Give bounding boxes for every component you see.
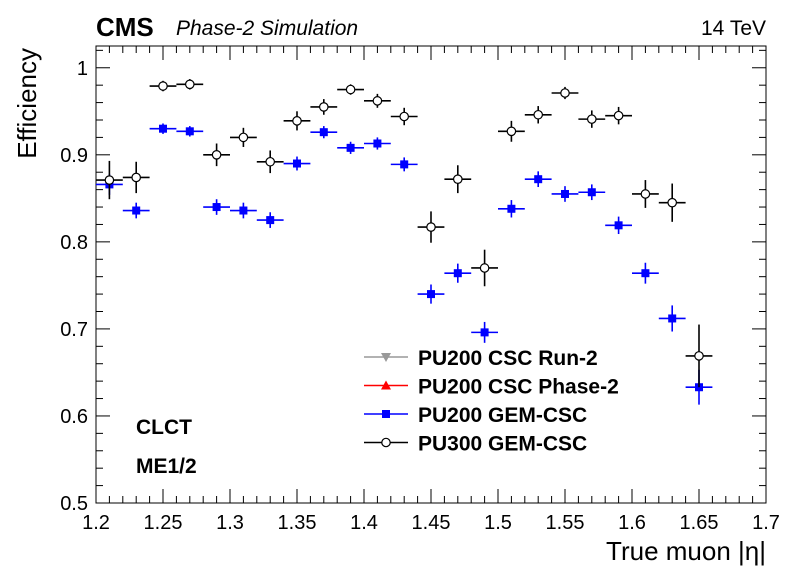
data-point [399,111,409,122]
y-tick-label: 0.7 [60,319,88,341]
x-tick-label: 1.65 [680,512,719,534]
x-tick-label: 1.4 [350,512,378,534]
x-tick-label: 1.5 [484,512,512,534]
data-point [239,206,248,215]
x-tick-label: 1.6 [618,512,646,534]
data-point [640,189,651,199]
legend-entry: PU200 CSC Run-2 [418,347,598,370]
data-point [694,351,704,361]
data-point [453,269,462,278]
data-point [211,150,222,160]
data-point [346,143,355,152]
data-point [534,175,543,184]
y-axis-title: Efficiency [12,48,42,159]
data-point [131,172,141,183]
legend-marker [382,410,390,418]
energy-label: 14 TeV [701,17,766,40]
data-point [266,216,275,225]
x-tick-label: 1.55 [546,512,585,534]
data-point [614,221,623,230]
y-tick-label: 1 [77,58,88,80]
x-axis-title: True muon |η| [606,536,766,566]
data-point [185,127,194,136]
data-point [426,222,436,232]
data-points [96,79,713,405]
data-point [507,204,516,213]
annotation-station: ME1/2 [136,455,197,478]
data-point [452,174,463,184]
data-point [212,203,221,212]
data-point [506,126,517,137]
data-point [158,81,168,91]
x-tick-label: 1.7 [752,512,780,534]
x-tick-label: 1.35 [278,512,317,534]
legend-entry: PU300 GEM-CSC [418,433,587,456]
y-tick-label: 0.6 [60,406,88,428]
legend-marker [381,437,391,448]
data-point [533,109,543,120]
x-tick-label: 1.45 [412,512,451,534]
data-point [480,328,489,337]
legend-entry: PU200 CSC Phase-2 [418,376,619,399]
data-point [318,102,329,112]
data-point [479,263,490,273]
data-point [373,139,382,148]
data-point [560,88,570,98]
data-point [293,159,301,168]
y-tick-label: 0.5 [60,493,88,515]
data-point [265,156,275,167]
x-tick-label: 1.25 [144,512,183,534]
data-point [587,188,596,197]
data-point [159,124,167,133]
experiment-label: CMS [96,12,154,42]
data-point [372,96,383,106]
data-point [667,197,677,208]
y-tick-label: 0.8 [60,232,88,254]
legend: PU200 CSC Run-2 PU200 CSC Phase-2 PU200 GE… [364,347,619,456]
legend-entry: PU200 GEM-CSC [418,404,587,427]
data-point [641,269,650,278]
data-point [132,206,141,215]
data-point [427,290,435,299]
data-point [185,79,195,90]
data-point [238,132,249,143]
data-point [319,128,328,137]
data-point [104,175,115,185]
data-point [561,189,569,198]
x-tick-label: 1.3 [216,512,244,534]
data-point [400,160,409,169]
series-3 [96,79,713,388]
data-point [345,84,356,95]
annotation-clct: CLCT [136,416,192,439]
data-point [292,116,302,126]
axes: 1.2 1.25 1.3 1.35 1.4 1.45 1.5 1.55 1.6 1.65 1.7 0.… [60,45,780,534]
data-point [613,110,624,121]
data-point [586,114,597,124]
data-point [668,314,677,323]
y-tick-label: 0.9 [60,145,88,167]
legend-marker [381,380,391,390]
subtitle: Phase-2 Simulation [176,17,358,40]
x-tick-label: 1.2 [82,512,110,534]
legend-marker [381,353,391,362]
